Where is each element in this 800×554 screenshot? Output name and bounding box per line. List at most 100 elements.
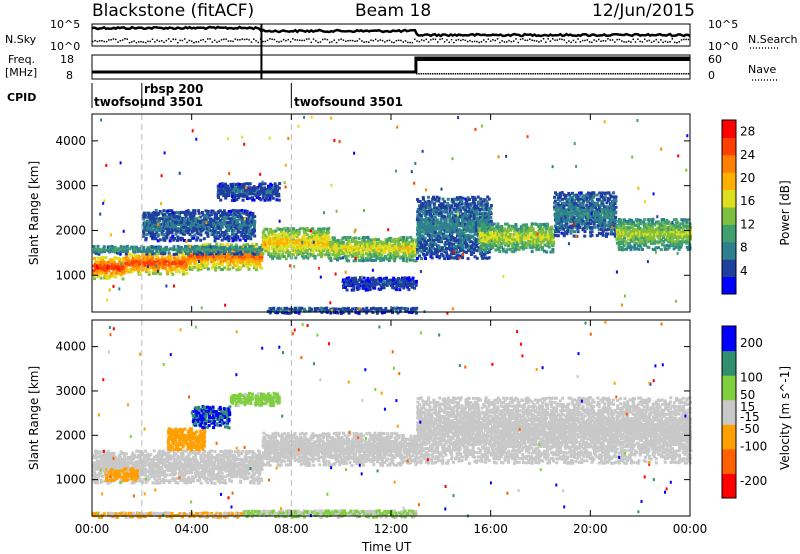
data-cell [455,198,459,202]
nsearch-label: N.Search [748,33,798,46]
data-cell [189,213,193,217]
data-cell [230,199,234,202]
nsearch-point [685,38,687,41]
data-cell [280,227,284,231]
nsearch-point [179,39,181,42]
data-cell [621,248,625,252]
data-cell [293,243,297,246]
data-cell [158,223,162,227]
data-cell [569,199,573,203]
nave-point [482,73,484,75]
data-cell [242,260,246,264]
data-cell [145,211,149,215]
data-cell [448,222,452,226]
nsearch-point [370,39,372,41]
data-cell [544,224,548,228]
data-cell [172,252,176,256]
data-cell [371,259,375,262]
data-cell [608,211,612,215]
data-cell [163,258,167,262]
data-cell [466,226,470,230]
data-cell [391,244,395,248]
data-cell [151,214,155,218]
data-cell [243,192,247,196]
data-cell [318,247,322,250]
data-cell [423,226,427,230]
data-cell [276,188,279,192]
data-cell [124,261,128,265]
nave-point [489,73,491,75]
data-cell [484,250,488,254]
data-cell [613,221,617,225]
data-cell [323,233,327,237]
data-cell [535,241,539,245]
data-cell [574,205,578,209]
data-cell [469,214,473,218]
data-cell [453,207,457,211]
data-cell [238,267,242,271]
data-cell [642,236,646,240]
data-cell [236,210,240,213]
nsearch-point [579,41,582,43]
nsearch-point [653,40,655,42]
data-cell [619,242,623,246]
data-cell [544,237,548,241]
data-cell [590,228,594,232]
data-cell [182,210,185,214]
data-cell [361,250,365,254]
data-cell [354,240,358,244]
data-cell [418,232,422,236]
data-cell [243,218,247,222]
data-cell [582,226,586,230]
data-cell [240,223,244,227]
data-cell [136,260,140,264]
nsearch-point [96,40,99,43]
data-cell [207,220,210,224]
nave-point [589,73,592,75]
data-band [141,208,257,243]
data-cell [133,260,137,264]
data-cell [567,197,571,201]
data-cell [475,249,479,253]
data-cell [160,231,164,235]
data-cell [167,267,171,271]
data-cell [472,196,476,200]
data-cell [430,252,434,256]
data-cell [427,199,431,203]
data-cell [637,231,641,235]
nsearch-point [174,38,177,41]
data-cell [151,232,155,236]
data-cell [549,229,553,233]
data-cell [319,244,322,248]
nsearch-point [121,39,124,41]
data-cell [97,250,101,254]
data-cell [318,231,322,235]
data-cell [147,224,151,228]
data-cell [222,184,226,188]
data-cell [340,245,344,248]
data-cell [203,215,207,219]
data-cell [549,241,553,245]
data-cell [488,236,492,239]
data-cell [451,246,455,250]
data-cell [537,224,541,228]
data-cell [445,254,449,258]
data-cell [512,235,516,239]
data-cell [452,224,456,227]
data-cell [223,188,226,192]
data-cell [275,241,279,245]
data-cell [508,237,512,241]
data-cell [225,217,229,221]
data-cell [612,214,616,217]
nsearch-point [319,41,322,43]
data-cell [311,243,315,247]
data-cell [441,222,445,226]
data-cell [498,250,502,254]
data-cell [155,231,159,235]
data-cell [352,248,356,252]
nsearch-point [181,39,184,42]
data-cell [553,230,557,234]
data-cell [535,235,539,239]
data-cell [391,247,395,251]
data-cell [423,249,427,252]
